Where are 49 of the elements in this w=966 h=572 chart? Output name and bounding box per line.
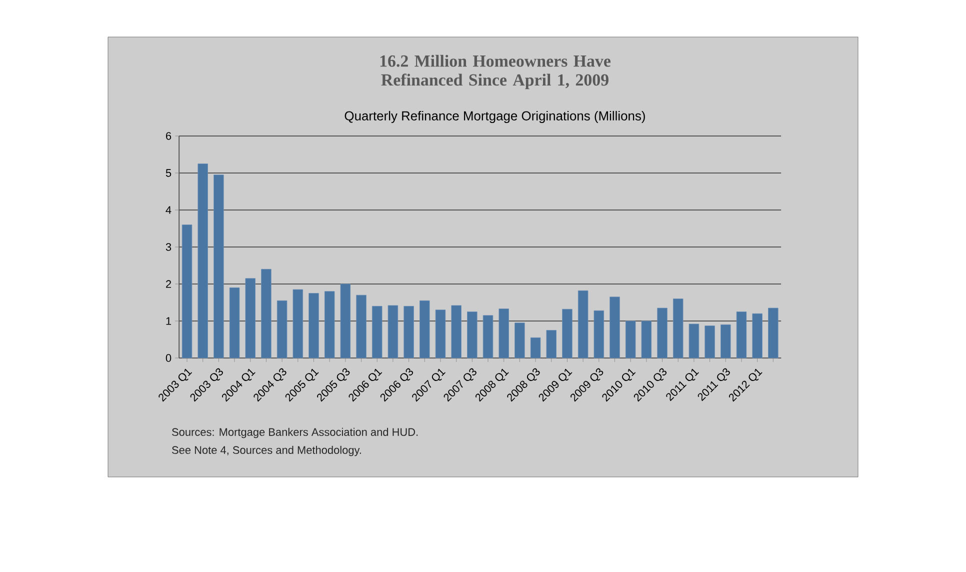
bar: [420, 300, 430, 358]
bar: [578, 290, 588, 358]
bar: [451, 305, 462, 358]
bar: [245, 278, 256, 358]
bar: [610, 296, 620, 358]
bar: [546, 330, 556, 358]
bar: [388, 305, 398, 358]
bar: [404, 306, 414, 358]
bar: [641, 320, 652, 358]
bar: [562, 308, 572, 358]
bar: [736, 312, 747, 358]
bar: [261, 268, 272, 358]
bar: [182, 224, 192, 358]
chart-title: 16.2 Million Homeowners Have Refinanced Since April 1, 2009: [380, 54, 611, 90]
y-tick-label: 2: [166, 280, 172, 288]
y-tick-label: 3: [166, 243, 172, 251]
y-tick-label: 6: [166, 132, 172, 140]
y-tick-label: 1: [166, 317, 172, 325]
y-tick-label: 4: [166, 206, 172, 214]
source-note: Sources: Mortgage Bankers Association and HUD.: [172, 428, 418, 438]
bar: [435, 310, 446, 358]
bar: [198, 164, 208, 358]
bar: [308, 293, 319, 358]
bar: [514, 322, 525, 358]
bar: [324, 291, 335, 358]
bar: [372, 306, 382, 358]
y-tick-label: 5: [166, 169, 172, 177]
bar: [467, 312, 478, 358]
bar: [594, 310, 604, 358]
bar: [657, 308, 668, 358]
bar: [276, 300, 288, 358]
bar: [356, 294, 366, 358]
bar: [752, 313, 762, 358]
text: See Note 4, Sources and Methodology.: [172, 446, 361, 456]
bar: [482, 315, 494, 358]
bar: [340, 284, 351, 358]
bar: [292, 289, 304, 358]
bar: [673, 298, 684, 358]
y-tick-label: 0: [166, 354, 172, 362]
bar: [720, 324, 731, 358]
chart-subtitle: Quarterly Refinance Mortgage Originations (Millions): [344, 110, 645, 124]
bar: [229, 287, 240, 358]
bar: [688, 324, 700, 358]
bar: [768, 308, 778, 358]
bar: [530, 337, 541, 358]
bar: [214, 174, 224, 358]
bar: [704, 326, 715, 358]
bar: [498, 308, 509, 358]
bar: [625, 320, 636, 358]
